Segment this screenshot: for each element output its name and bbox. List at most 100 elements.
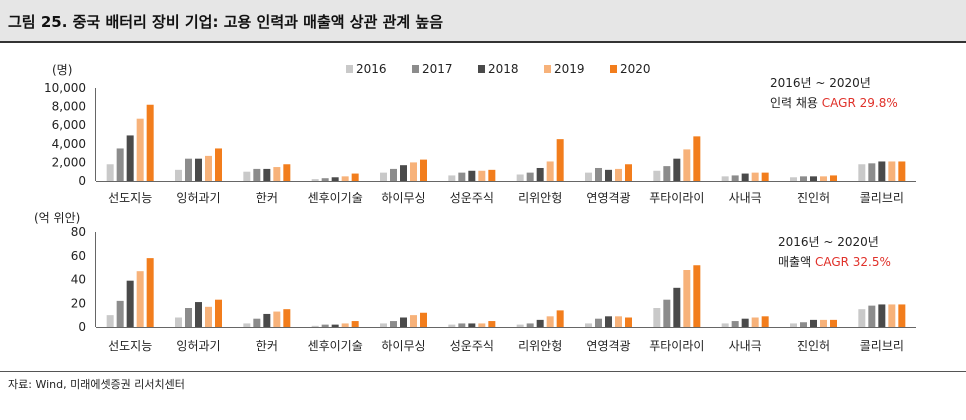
category-label: 하이무싱: [381, 339, 425, 353]
bar: [673, 158, 681, 181]
bar: [536, 167, 544, 181]
legend-label: 2019: [554, 62, 585, 76]
bar: [351, 173, 359, 181]
bar: [283, 164, 291, 181]
bar: [205, 306, 212, 327]
category-label: 콜리브리: [860, 191, 904, 205]
category-label: 푸타이라이: [649, 191, 704, 205]
source-divider: [0, 371, 966, 372]
bar: [468, 170, 476, 181]
category-label: 연영격광: [586, 191, 630, 205]
category-label: 콜리브리: [860, 339, 904, 353]
category-label: 성운주식: [450, 339, 494, 353]
category-label: 선도지능: [108, 191, 152, 205]
bar: [215, 299, 222, 327]
y-unit-label: (명): [52, 63, 72, 77]
bar: [136, 118, 144, 181]
bar: [810, 319, 817, 327]
bar: [458, 323, 466, 327]
cagr-note-period: 2016년 ~ 2020년: [778, 235, 879, 249]
legend-swatch: [610, 65, 617, 73]
bar: [516, 324, 524, 327]
bar: [195, 302, 202, 327]
bar: [410, 315, 417, 327]
bar: [253, 318, 261, 327]
bar: [195, 158, 202, 181]
bar: [858, 164, 866, 181]
bar: [898, 161, 906, 181]
category-label: 리위안헝: [518, 339, 562, 353]
cagr-note-prefix: 인력 채용: [770, 96, 822, 110]
category-label: 연영격광: [586, 339, 630, 353]
bar: [341, 323, 349, 327]
cagr-value: CAGR 32.5%: [815, 255, 891, 269]
bar: [731, 175, 739, 181]
bar: [585, 172, 592, 181]
bar: [693, 265, 701, 327]
bar: [420, 312, 427, 327]
bar: [741, 318, 749, 327]
bar: [351, 321, 359, 327]
bar: [556, 310, 564, 327]
bar: [536, 319, 544, 327]
bar: [400, 165, 407, 181]
bar: [390, 168, 397, 181]
bar: [751, 172, 759, 181]
category-label: 잉허과기: [176, 191, 220, 205]
bar: [390, 321, 397, 327]
bar: [868, 163, 876, 181]
category-label: 성운주식: [450, 191, 494, 205]
bar: [380, 323, 387, 327]
bar: [615, 316, 622, 327]
bar: [625, 317, 632, 327]
bar: [546, 161, 554, 181]
source-text: 자료: Wind, 미래에셋증권 리서치센터: [8, 378, 185, 391]
bar: [146, 104, 154, 181]
category-label: 잉허과기: [176, 339, 220, 353]
bar: [185, 158, 192, 181]
bar: [106, 164, 114, 181]
bar: [478, 323, 486, 327]
bar: [146, 258, 154, 327]
category-label: 푸타이라이: [649, 339, 704, 353]
bar: [116, 148, 124, 181]
category-label: 한커: [256, 339, 278, 353]
bar: [526, 172, 534, 181]
bar: [683, 149, 691, 181]
category-label: 하이무싱: [381, 191, 425, 205]
bar: [585, 323, 592, 327]
bar: [693, 136, 701, 181]
bar: [830, 319, 837, 327]
bar: [653, 308, 661, 327]
y-tick-label: 40: [71, 273, 86, 287]
bar: [516, 174, 524, 181]
bar: [448, 324, 456, 327]
bar: [215, 148, 222, 181]
category-label: 한커: [256, 191, 278, 205]
bar: [488, 169, 496, 181]
y-tick-label: 6,000: [52, 118, 86, 132]
bar: [721, 323, 729, 327]
category-label: 사내극: [729, 191, 762, 205]
bar: [625, 164, 632, 181]
category-label: 선도지능: [108, 339, 152, 353]
bar: [331, 177, 339, 181]
bar: [878, 304, 886, 327]
bar: [273, 167, 281, 181]
bar: [653, 170, 661, 181]
legend-swatch: [544, 65, 551, 73]
bar: [526, 323, 534, 327]
bar: [741, 173, 749, 181]
bar: [868, 305, 876, 327]
bar: [380, 172, 387, 181]
bar: [243, 323, 251, 327]
bar: [341, 176, 349, 181]
cagr-note-prefix: 매출액: [778, 255, 815, 269]
category-label: 진인허: [797, 191, 830, 205]
bar: [761, 172, 769, 181]
bar: [888, 304, 896, 327]
bar: [400, 317, 407, 327]
bar: [605, 169, 612, 181]
bar: [175, 317, 182, 327]
